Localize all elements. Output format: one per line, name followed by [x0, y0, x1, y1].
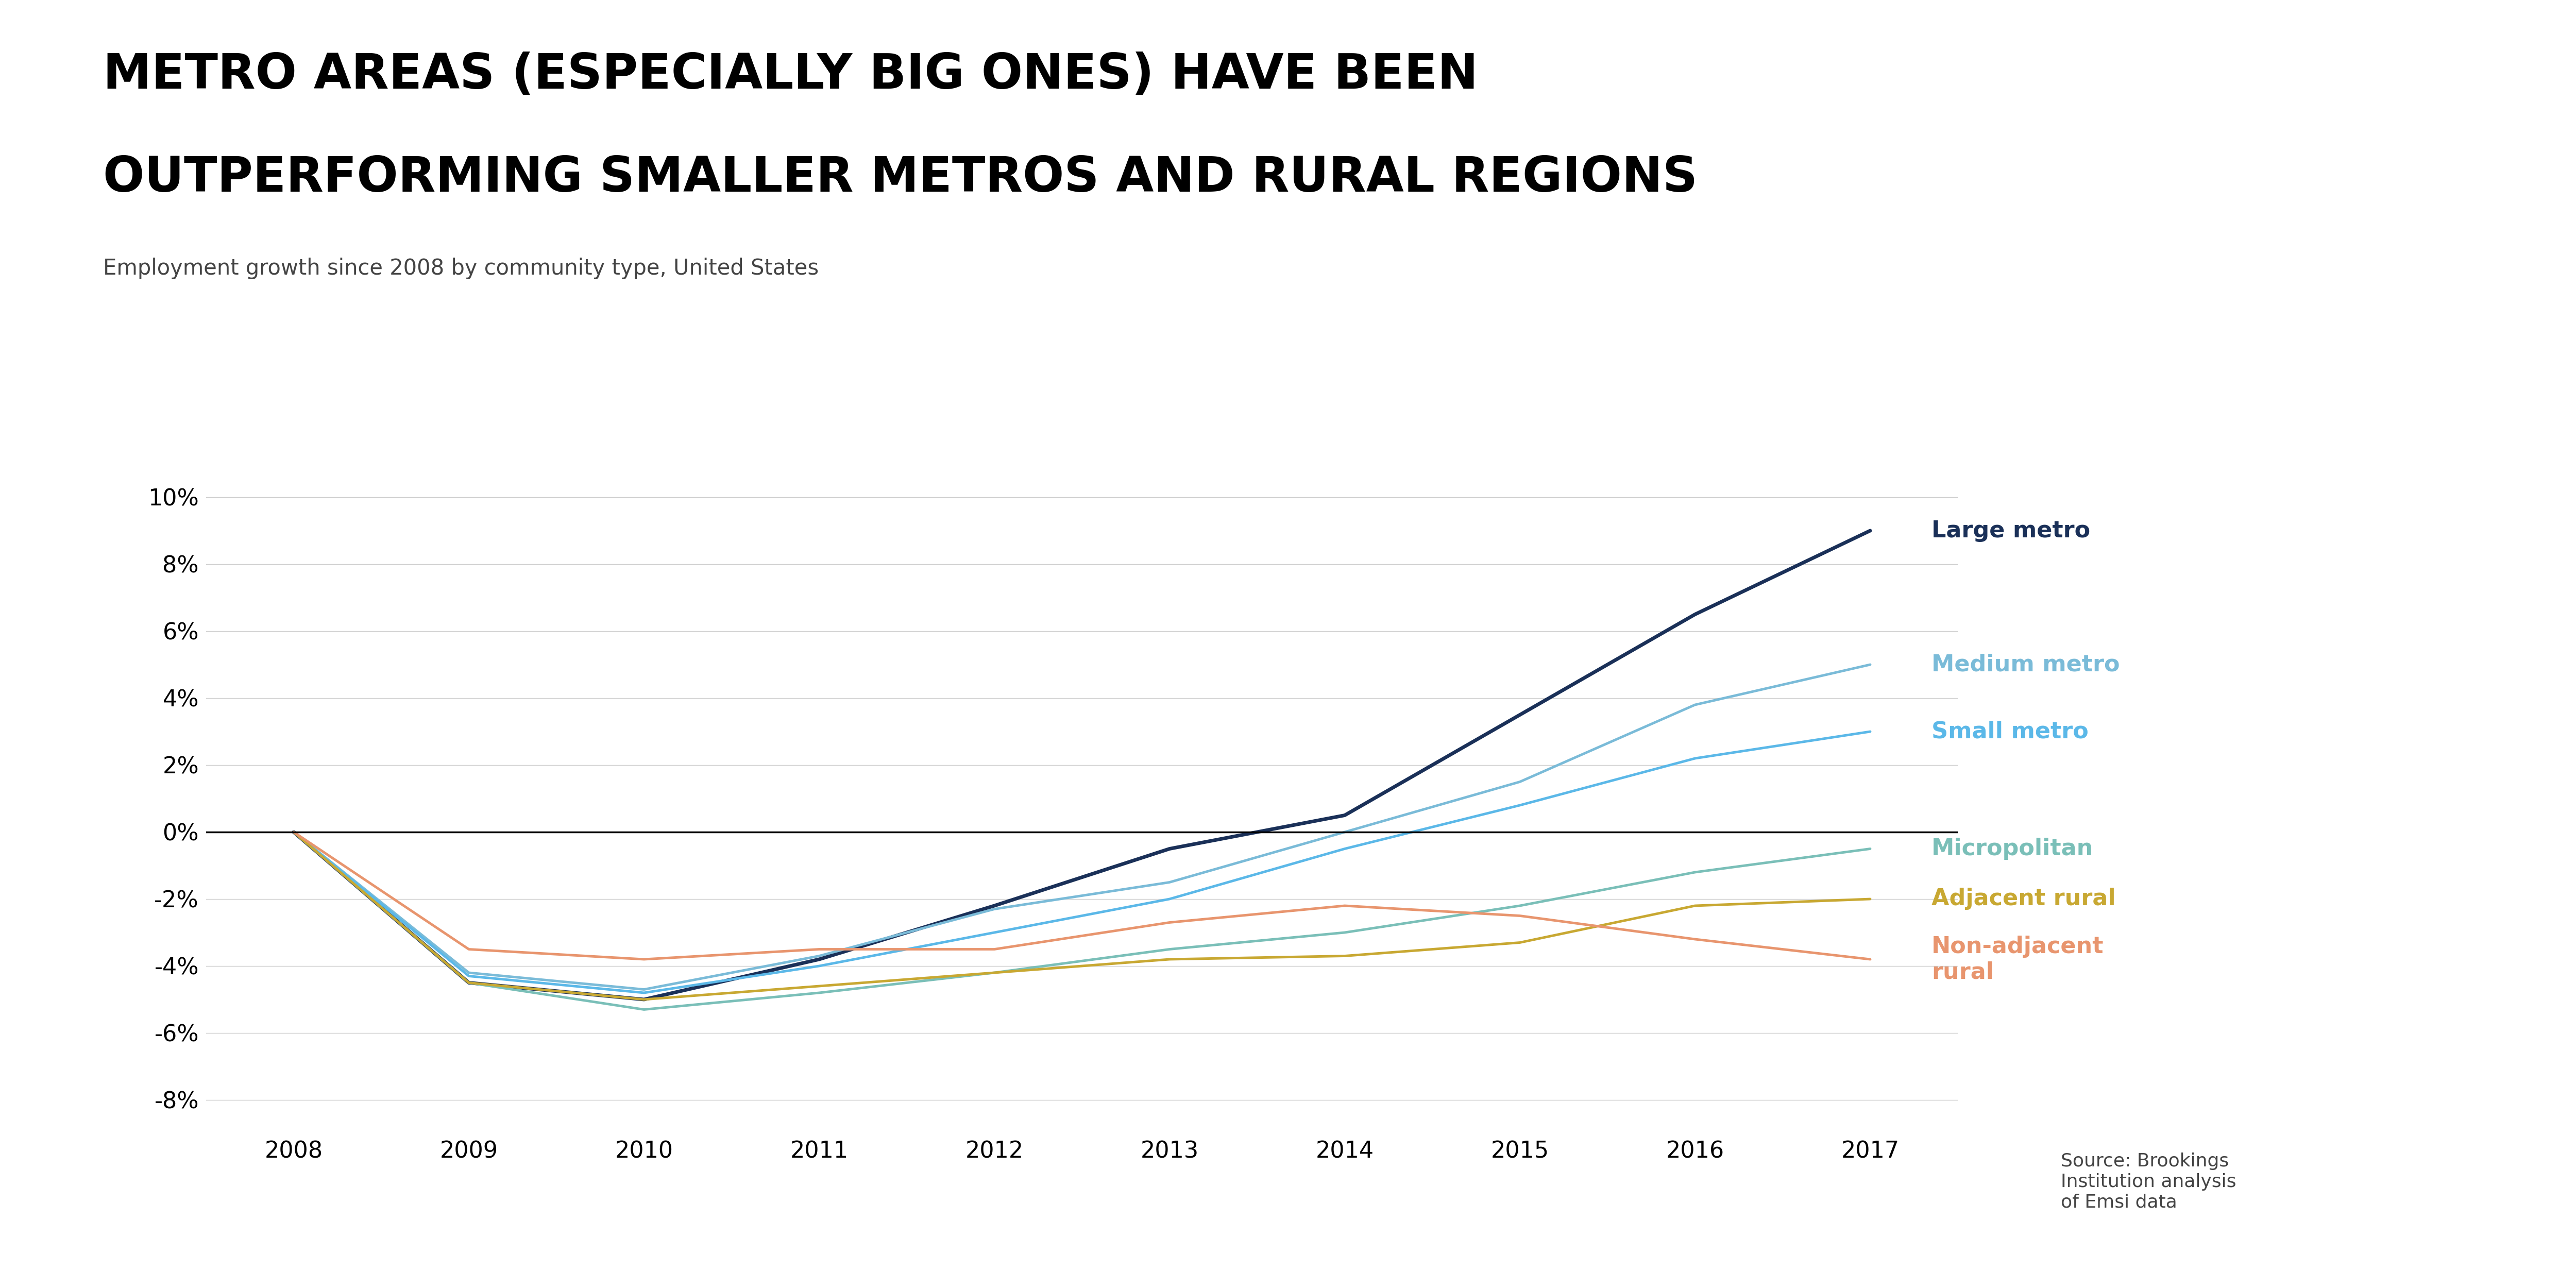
Text: METRO AREAS (ESPECIALLY BIG ONES) HAVE BEEN: METRO AREAS (ESPECIALLY BIG ONES) HAVE B…	[103, 52, 1479, 99]
Text: Source: Brookings
Institution analysis
of Emsi data: Source: Brookings Institution analysis o…	[2061, 1153, 2236, 1211]
Text: Employment growth since 2008 by community type, United States: Employment growth since 2008 by communit…	[103, 258, 819, 279]
Text: Adjacent rural: Adjacent rural	[1932, 887, 2115, 911]
Text: Micropolitan: Micropolitan	[1932, 837, 2094, 860]
Text: Small metro: Small metro	[1932, 720, 2089, 743]
Text: OUTPERFORMING SMALLER METROS AND RURAL REGIONS: OUTPERFORMING SMALLER METROS AND RURAL R…	[103, 155, 1698, 202]
Text: Non-adjacent
rural: Non-adjacent rural	[1932, 935, 2105, 983]
Text: Large metro: Large metro	[1932, 519, 2089, 542]
Text: Medium metro: Medium metro	[1932, 653, 2120, 676]
